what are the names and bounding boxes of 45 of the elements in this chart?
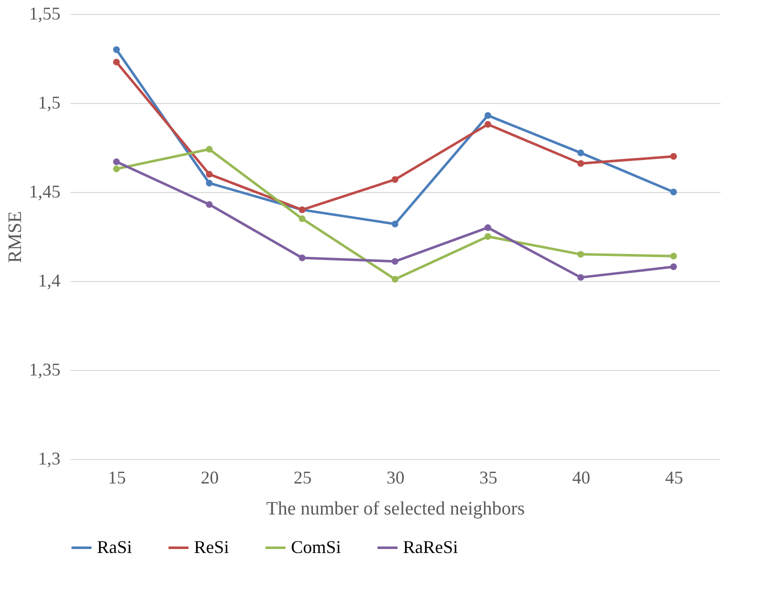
- y-axis-title: RMSE: [5, 211, 26, 263]
- point: [577, 160, 584, 167]
- y-tick-label: 1,45: [29, 182, 60, 202]
- point: [113, 58, 120, 66]
- point: [670, 153, 677, 160]
- point: [206, 170, 213, 178]
- point: [577, 274, 584, 281]
- point: [670, 252, 677, 260]
- y-tick-label: 1,5: [38, 92, 60, 112]
- point: [392, 276, 398, 283]
- point: [206, 180, 213, 186]
- point: [484, 224, 492, 231]
- y-tick-label: 1,35: [29, 360, 60, 380]
- point: [670, 188, 677, 196]
- legend-label: RaReSi: [403, 536, 458, 557]
- x-tick-label: 20: [200, 468, 219, 488]
- x-tick-label: 25: [294, 468, 312, 488]
- point: [298, 215, 306, 222]
- point: [484, 233, 492, 240]
- point: [113, 46, 120, 53]
- point: [298, 254, 306, 262]
- x-tick-label: 40: [572, 468, 590, 488]
- point: [577, 250, 584, 258]
- point: [392, 176, 398, 183]
- legend-label: ReSi: [194, 536, 230, 557]
- point: [113, 166, 120, 172]
- x-tick-label: 15: [108, 468, 126, 488]
- x-tick-label: 45: [665, 468, 684, 488]
- x-axis-title: The number of selected neighbors: [266, 498, 525, 520]
- y-tick-label: 1,3: [38, 448, 60, 468]
- x-tick-label: 35: [479, 468, 498, 488]
- x-tick-label: 30: [386, 468, 404, 488]
- point: [206, 201, 213, 208]
- legend-label: ComSi: [291, 536, 342, 557]
- point: [670, 263, 677, 270]
- point: [392, 258, 398, 265]
- point: [484, 121, 492, 128]
- point: [206, 146, 213, 153]
- point: [392, 220, 398, 228]
- point: [113, 158, 120, 166]
- legend-label: RaSi: [97, 536, 132, 557]
- point: [484, 112, 492, 119]
- point: [577, 149, 584, 156]
- y-tick-label: 1,4: [38, 270, 60, 290]
- y-tick-label: 1,55: [29, 4, 60, 24]
